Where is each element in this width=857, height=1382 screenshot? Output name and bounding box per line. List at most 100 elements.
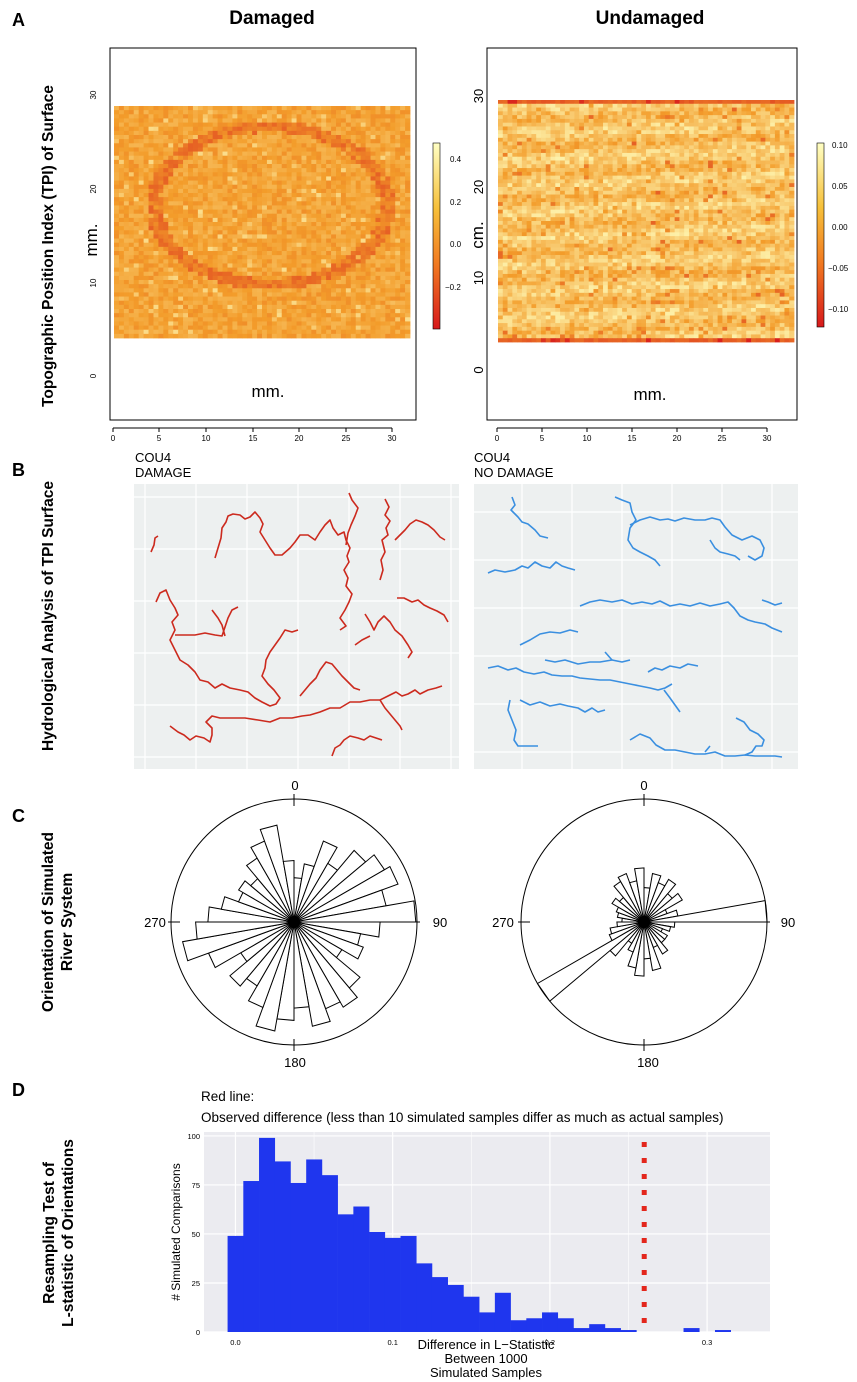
orientation-rose-diagrams: 0 90 180 270 0 90 180 270 xyxy=(144,778,795,1070)
left-network-caption: COU4 DAMAGE xyxy=(135,450,191,480)
left-rose-label-0: 0 xyxy=(291,778,298,793)
left-colorbar xyxy=(432,142,441,330)
right-rose-petals xyxy=(536,867,768,1002)
left-rose-petals xyxy=(181,824,417,1032)
left-network-caption-line1: COU4 xyxy=(135,450,172,465)
histogram-bar xyxy=(683,1328,700,1332)
left-cb-tick: 0.0 xyxy=(450,240,462,249)
left-cb-tick: 0.4 xyxy=(450,155,462,164)
left-heatmap-ylabel: mm. xyxy=(82,223,101,256)
right-x-tick: 5 xyxy=(540,434,545,443)
right-cb-tick: −0.10 xyxy=(828,305,849,314)
histogram-x-tick: 0.2 xyxy=(545,1338,555,1347)
right-rose-label-270: 270 xyxy=(492,915,514,930)
histogram-bar xyxy=(321,1175,338,1332)
right-x-tick: 15 xyxy=(628,434,637,443)
left-x-tick: 5 xyxy=(157,434,162,443)
left-x-tick: 30 xyxy=(388,434,397,443)
left-y-tick: 30 xyxy=(89,90,98,99)
right-network-caption-line1: COU4 xyxy=(474,450,511,465)
histogram-bar xyxy=(369,1232,386,1332)
right-x-tick: 0 xyxy=(495,434,500,443)
left-heatmap-grid xyxy=(114,106,411,339)
left-cb-tick: 0.2 xyxy=(450,198,462,207)
right-heatmap-ylabel: cm. xyxy=(468,221,487,248)
histogram-x-ticks: 0.0 0.1 0.2 0.3 xyxy=(230,1338,712,1347)
histogram-bar xyxy=(431,1277,448,1332)
right-river-network xyxy=(487,496,783,758)
panel-letter-c: C xyxy=(12,806,25,826)
histogram-y-tick: 0 xyxy=(196,1328,200,1337)
left-network-panel xyxy=(134,484,459,769)
left-cb-tick: −0.2 xyxy=(445,283,461,292)
histogram-bar xyxy=(306,1159,323,1332)
panel-letter-a: A xyxy=(12,10,25,30)
left-heatmap-x-ticks: 0 5 10 15 20 25 30 xyxy=(111,434,397,443)
rose-petal xyxy=(282,859,295,923)
histogram-bar xyxy=(274,1161,291,1332)
histogram-bar xyxy=(259,1137,276,1332)
right-cb-tick: −0.05 xyxy=(828,264,849,273)
left-x-tick: 0 xyxy=(111,434,116,443)
left-x-tick: 25 xyxy=(342,434,351,443)
column-title-damaged: Damaged xyxy=(229,8,315,29)
histogram-bar xyxy=(494,1292,511,1332)
panel-letter-d: D xyxy=(12,1080,25,1100)
right-cb-tick: 0.05 xyxy=(832,182,848,191)
left-x-tick: 15 xyxy=(249,434,258,443)
right-rose-label-0: 0 xyxy=(640,778,647,793)
left-heatmap-xlabel: mm. xyxy=(251,382,284,401)
histogram-y-tick: 75 xyxy=(192,1181,200,1190)
histogram-bar xyxy=(243,1181,260,1332)
histogram-bar xyxy=(542,1312,559,1332)
histogram-bar xyxy=(510,1320,527,1332)
left-river-network xyxy=(150,492,449,757)
histogram-title: Red line: xyxy=(201,1089,255,1104)
left-rose-label-90: 90 xyxy=(433,915,447,930)
histogram-caption: Red line: Observed difference (less than… xyxy=(201,1086,724,1128)
right-rose-label-180: 180 xyxy=(637,1055,659,1070)
right-y-tick: 0 xyxy=(471,366,486,373)
left-y-tick: 0 xyxy=(89,373,98,378)
right-cb-tick: 0.00 xyxy=(832,223,848,232)
right-heatmap-grid xyxy=(498,100,795,343)
right-x-tick: 25 xyxy=(718,434,727,443)
left-colorbar-ticks: 0.4 0.2 0.0 −0.2 xyxy=(445,155,462,292)
histogram-bar xyxy=(227,1235,244,1332)
histogram-x-tick: 0.0 xyxy=(230,1338,240,1347)
right-x-tick: 20 xyxy=(673,434,682,443)
right-y-tick: 20 xyxy=(471,180,486,194)
left-rose-label-270: 270 xyxy=(144,915,166,930)
left-network-caption-line2: DAMAGE xyxy=(135,465,192,480)
histogram-bar xyxy=(714,1330,731,1332)
histogram-y-ticks: 0 25 50 75 100 xyxy=(187,1132,200,1337)
histogram-bar xyxy=(573,1328,590,1332)
right-y-tick: 30 xyxy=(471,89,486,103)
histogram-bar xyxy=(337,1214,354,1332)
left-x-tick: 20 xyxy=(295,434,304,443)
histogram-bar xyxy=(526,1318,543,1332)
rose-petal xyxy=(634,867,645,923)
right-rose-label-90: 90 xyxy=(781,915,795,930)
histogram-y-tick: 100 xyxy=(187,1132,200,1141)
histogram-subtitle: Observed difference (less than 10 simula… xyxy=(201,1110,724,1125)
histogram-bar xyxy=(479,1312,496,1332)
histogram-bar xyxy=(557,1318,574,1332)
left-heatmap-y-ticks: 0 10 20 30 xyxy=(89,90,98,378)
histogram-ylabel: # Simulated Comparisons xyxy=(169,1163,183,1300)
left-x-tick: 10 xyxy=(202,434,211,443)
l-statistic-histogram: 0.0 0.1 0.2 0.3 0 25 50 75 100 # Simulat… xyxy=(169,1132,770,1380)
right-heatmap-y-ticks: 0 10 20 30 xyxy=(471,89,486,374)
histogram-bars xyxy=(227,1137,731,1332)
right-x-tick: 30 xyxy=(763,434,772,443)
right-network-caption-line2: NO DAMAGE xyxy=(474,465,554,480)
histogram-xlabel-line2: Between 1000 xyxy=(444,1351,527,1366)
tpi-heatmaps: mm. mm. 0 5 10 15 20 25 30 0 10 20 30 0.… xyxy=(82,47,849,443)
panel-letter-b: B xyxy=(12,460,25,480)
histogram-x-tick: 0.1 xyxy=(387,1338,397,1347)
histogram-bar xyxy=(384,1237,401,1332)
histogram-bar xyxy=(416,1263,433,1332)
right-network-caption: COU4 NO DAMAGE xyxy=(474,450,553,480)
right-heatmap-x-ticks: 0 5 10 15 20 25 30 xyxy=(495,434,772,443)
rose-petal xyxy=(643,900,768,923)
